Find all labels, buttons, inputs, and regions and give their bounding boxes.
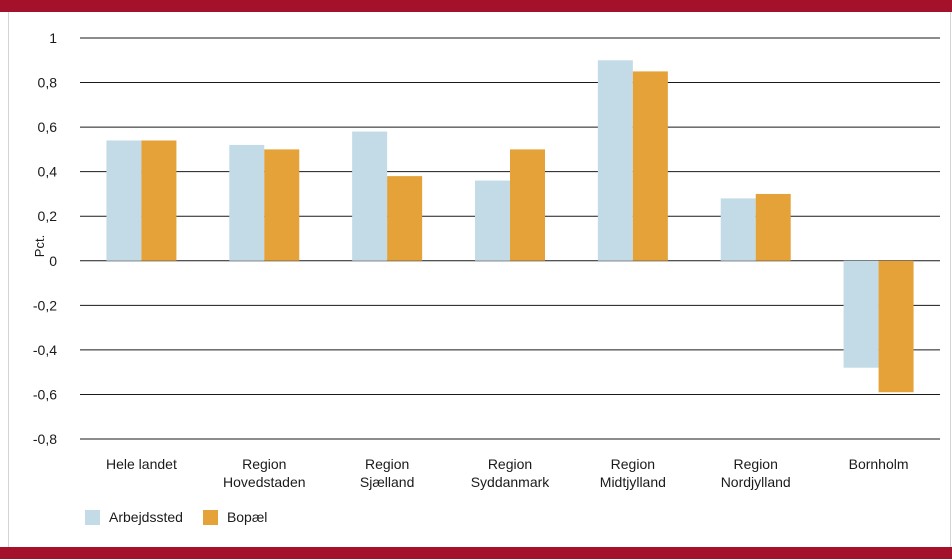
x-tick-label: Nordjylland (721, 474, 791, 490)
x-tick-label: Region (242, 456, 286, 472)
x-tick-label: Hovedstaden (223, 474, 306, 490)
x-tick-label: Region (488, 456, 532, 472)
y-tick-label: -0,4 (33, 342, 57, 358)
bars (106, 60, 914, 393)
y-tick-label: -0,6 (33, 386, 57, 402)
bar-bop-l (264, 149, 300, 261)
legend-label-bopael: Bopæl (226, 509, 268, 525)
y-axis-label: Pct. (32, 235, 47, 257)
top-accent-bar (0, 0, 952, 12)
legend-swatch-bopael (202, 509, 218, 525)
bar-bop-l (755, 193, 791, 261)
x-tick-label: Region (734, 456, 778, 472)
y-tick-label: 0 (49, 253, 57, 269)
bar-arbejdssted (720, 198, 756, 261)
y-tick-label: 0,8 (38, 75, 58, 91)
y-tick-label: -0,2 (33, 297, 57, 313)
x-tick-label: Bornholm (849, 456, 909, 472)
y-tick-label: 1 (49, 30, 57, 46)
bar-arbejdssted (229, 144, 265, 261)
x-tick-label: Midtjylland (600, 474, 666, 490)
x-axis-ticks: Hele landet Region Hovedstaden Region Sjælla… (106, 456, 909, 490)
bar-arbejdssted (597, 60, 633, 261)
legend: Arbejdssted Bopæl (85, 509, 287, 525)
legend-swatch-arbejdssted (85, 509, 100, 525)
legend-label-arbejdssted: Arbejdssted (109, 509, 183, 525)
y-tick-label: 0,6 (38, 119, 58, 135)
x-tick-label: Syddanmark (471, 474, 551, 490)
x-tick-label: Region (365, 456, 409, 472)
bar-bop-l (141, 140, 177, 261)
chart-frame (8, 12, 951, 547)
y-axis-ticks: 1 0,8 0,6 0,4 0,2 0 -0,2 -0,4 -0,6 -0,8 (33, 30, 57, 447)
legend-item-bopael: Bopæl (202, 509, 268, 525)
y-tick-label: 0,4 (38, 164, 58, 180)
bar-arbejdssted (843, 260, 879, 368)
bar-arbejdssted (475, 180, 510, 261)
legend-item-arbejdssted: Arbejdssted (85, 509, 183, 525)
y-tick-label: -0,8 (33, 431, 57, 447)
bar-bop-l (878, 260, 914, 393)
bar-arbejdssted (352, 131, 388, 261)
bar-chart: 1 0,8 0,6 0,4 0,2 0 -0,2 -0,4 -0,6 -0,8 Hele land… (32, 30, 940, 490)
gridlines (80, 37, 940, 440)
x-tick-label: Sjælland (360, 474, 414, 490)
y-tick-label: 0,2 (38, 208, 58, 224)
x-tick-label: Region (611, 456, 655, 472)
bottom-accent-bar (0, 547, 952, 559)
x-tick-label: Hele landet (106, 456, 177, 472)
bar-bop-l (387, 176, 423, 261)
bar-arbejdssted (106, 140, 142, 261)
bar-bop-l (632, 71, 668, 261)
bar-bop-l (510, 149, 545, 261)
